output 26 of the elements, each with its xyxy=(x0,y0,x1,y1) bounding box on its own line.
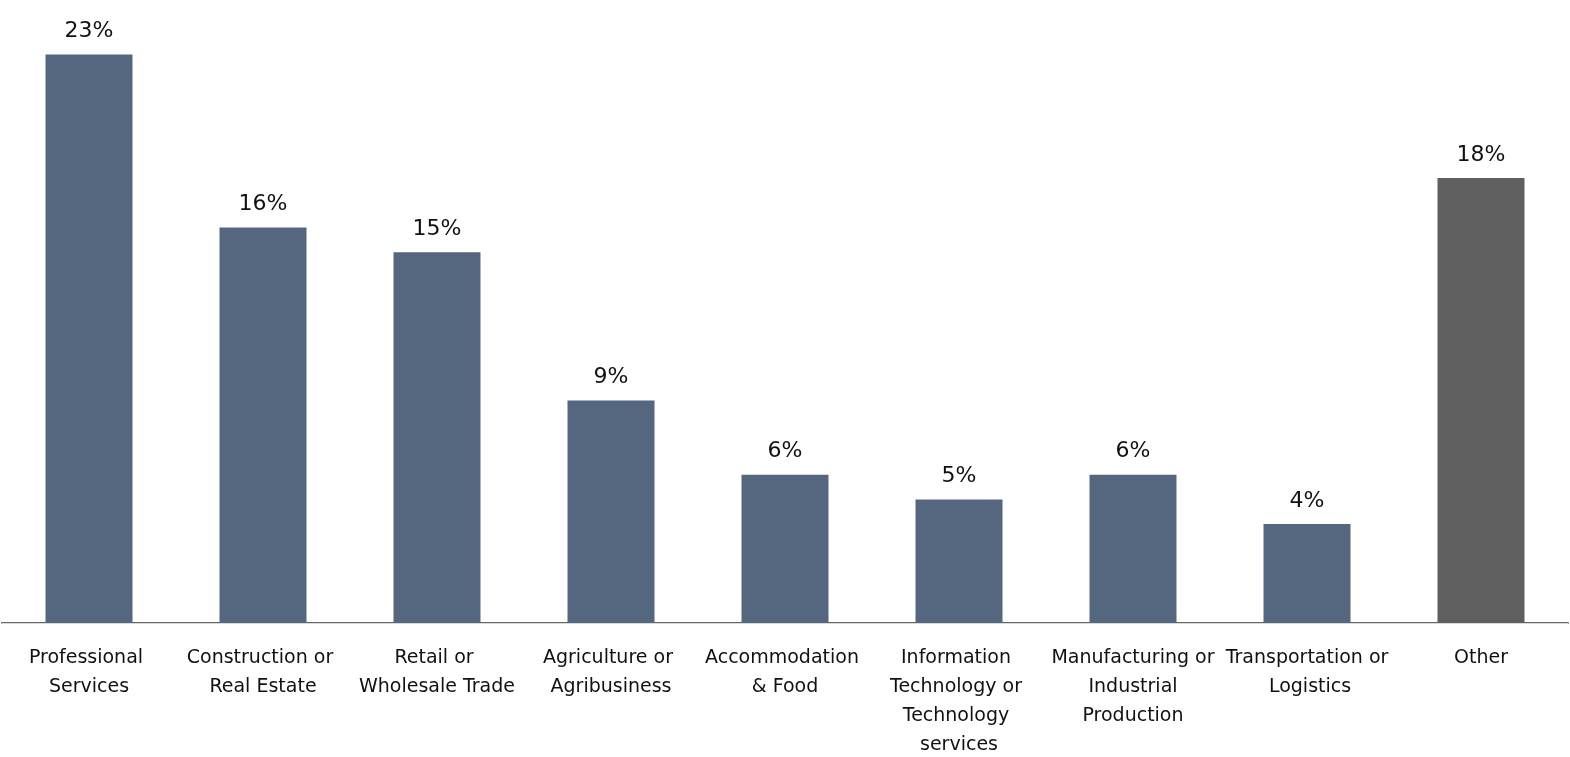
bar xyxy=(567,400,655,623)
data-label: 4% xyxy=(1289,486,1325,512)
bar xyxy=(393,252,481,623)
data-label: 5% xyxy=(941,461,977,487)
bar xyxy=(741,474,829,623)
x-tick-label: Construction or Real Estate xyxy=(186,644,340,696)
x-tick-label: Agriculture or Agribusiness xyxy=(542,644,680,696)
data-label: 9% xyxy=(593,363,629,389)
data-label: 16% xyxy=(238,189,288,215)
data-label: 23% xyxy=(64,16,114,42)
data-label: 6% xyxy=(1115,437,1151,463)
x-tick-label: Professional Services xyxy=(28,644,150,696)
bar xyxy=(219,227,307,623)
x-tick-label: Retail or Wholesale Trade xyxy=(359,644,515,696)
x-tick-label: Other xyxy=(1454,644,1509,667)
x-tick-label: Manufacturing or Industrial Production xyxy=(1051,644,1215,725)
data-label: 18% xyxy=(1456,140,1506,166)
data-label: 15% xyxy=(412,214,462,240)
bar xyxy=(1089,474,1177,623)
x-tick-label: Information Technology or Technology services xyxy=(889,644,1028,754)
bar xyxy=(1263,524,1351,623)
data-label: 6% xyxy=(767,437,803,463)
bar xyxy=(45,54,133,623)
bar xyxy=(915,499,1003,623)
x-tick-label: Transportation or Logistics xyxy=(1224,644,1389,696)
x-tick-label: Accommodation & Food xyxy=(705,644,865,696)
